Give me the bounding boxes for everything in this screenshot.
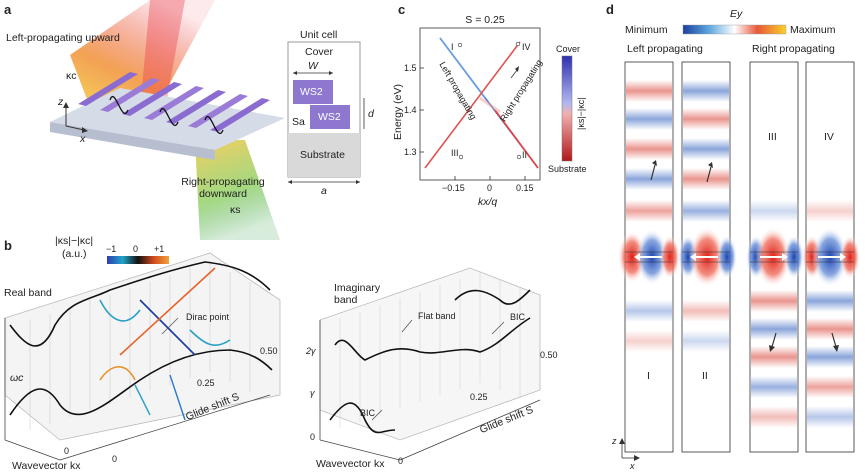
wavevector-label: Wavevector kx — [12, 460, 81, 472]
map-label-I: I — [647, 370, 650, 382]
real-band-label: Real band — [4, 287, 52, 299]
field-map-III — [746, 61, 804, 453]
axis-x-label: x — [80, 133, 86, 145]
right-propagating-label: Right-propagating downward — [181, 176, 265, 200]
field-map-I — [618, 61, 680, 453]
panel-c-dispersion-plot — [419, 27, 541, 181]
panel-b-colorbar — [107, 256, 169, 264]
panel-c-ylabel: Energy (eV) — [392, 83, 404, 140]
colorbar-c-bottom: Substrate — [548, 164, 587, 174]
glide-tick-050: 0.50 — [260, 346, 278, 356]
panel-d-letter: d — [606, 2, 614, 17]
colorbar-b-tick-max: +1 — [154, 244, 165, 254]
x-axis-arrow — [65, 125, 85, 131]
gamma-1-tick: γ — [310, 388, 315, 398]
flat-band-label: Flat band — [418, 311, 456, 321]
colorbar-b-unit: (a.u.) — [62, 248, 87, 260]
dirac-point-label: Dirac point — [186, 312, 230, 322]
substrate-slab — [50, 88, 285, 150]
field-map-II — [678, 61, 737, 453]
field-map-IV — [802, 61, 860, 453]
panel-c-title: S = 0.25 — [465, 14, 505, 26]
map-label-III: III — [768, 131, 777, 143]
axis-z-label: z — [58, 96, 64, 108]
ws2-bottom-block — [310, 105, 350, 129]
ws2-bottom-label: WS2 — [318, 111, 341, 123]
xtick-neg015: −0.15 — [442, 183, 465, 193]
xtick-015: 0.15 — [516, 183, 534, 193]
point-II: II — [522, 150, 528, 160]
bic-top-label: BIC — [510, 312, 526, 322]
left-propagating-label: Left-propagating upward — [6, 32, 120, 44]
point-III: III — [451, 148, 459, 158]
imaginary-band-label: Imaginary band — [334, 282, 381, 306]
colorbar-c-top: Cover — [556, 44, 581, 54]
panel-d-colorbar-title: Ey — [730, 8, 743, 20]
wave-tick-0a: 0 — [64, 446, 70, 456]
substrate-label: Substrate — [300, 149, 345, 161]
unit-cell-diagram — [287, 41, 365, 184]
kappa-c-label: κc — [66, 70, 77, 82]
kappa-s-label: κs — [230, 204, 241, 216]
real-band-plot — [4, 252, 281, 461]
ytick-1.3: 1.3 — [404, 147, 417, 157]
glide-tick-025: 0.25 — [197, 378, 215, 388]
cover-label: Cover — [305, 46, 334, 58]
downward-beam — [195, 140, 280, 240]
gamma-2-tick: 2γ — [306, 346, 316, 356]
ytick-1.5: 1.5 — [404, 63, 417, 73]
colorbar-c-label: |κs|−|κc| — [576, 97, 586, 130]
wave2-tick-0: 0 — [398, 456, 404, 466]
panel-d-colorbar — [682, 24, 787, 35]
sa-label: Sa — [292, 116, 305, 128]
glide2-tick-025: 0.25 — [470, 392, 488, 402]
imaginary-band-plot — [319, 267, 541, 461]
ytick-1.4: 1.4 — [404, 105, 417, 115]
xtick-0: 0 — [487, 183, 493, 193]
wavevector-label-2: Wavevector kx — [316, 458, 385, 470]
panel-c-xlabel: kx/q — [478, 196, 498, 208]
point-IV: IV — [522, 42, 531, 52]
right-propagating-d-label: Right propagating — [752, 43, 835, 55]
unit-cell-title: Unit cell — [300, 29, 338, 41]
gamma-0-tick: 0 — [310, 432, 316, 442]
colorbar-b-tick-min: −1 — [106, 244, 117, 254]
colorbar-min-label: Minimum — [625, 24, 668, 36]
panel-b-letter: b — [4, 238, 12, 253]
glide2-tick-050: 0.50 — [540, 350, 558, 360]
ws2-top-label: WS2 — [300, 86, 323, 98]
bic-bottom-label: BIC — [360, 408, 376, 418]
grating-bars — [78, 72, 270, 132]
period-a-label: a — [321, 185, 327, 197]
d-label: d — [368, 108, 374, 120]
panel-d-axis-x: x — [630, 461, 635, 471]
width-w-label: W — [308, 60, 318, 72]
map-label-IV: IV — [824, 131, 834, 143]
left-propagating-d-label: Left propagating — [627, 43, 703, 55]
map-label-II: II — [702, 370, 708, 382]
omega-c-label: ωc — [10, 372, 24, 384]
wave-tick-0b: 0 — [112, 454, 118, 464]
colorbar-max-label: Maximum — [790, 24, 836, 36]
colorbar-b-title: |κs|−|κc| — [55, 235, 94, 247]
colorbar-b-tick-zero: 0 — [133, 244, 139, 254]
panel-c-letter: c — [398, 2, 406, 17]
panel-d-axis-z: z — [612, 436, 617, 446]
panel-a-illustration — [50, 0, 285, 240]
panel-a-letter: a — [4, 2, 12, 17]
ws2-top-block — [293, 80, 333, 104]
panel-c-colorbar — [561, 55, 573, 162]
point-I: I — [451, 42, 454, 52]
